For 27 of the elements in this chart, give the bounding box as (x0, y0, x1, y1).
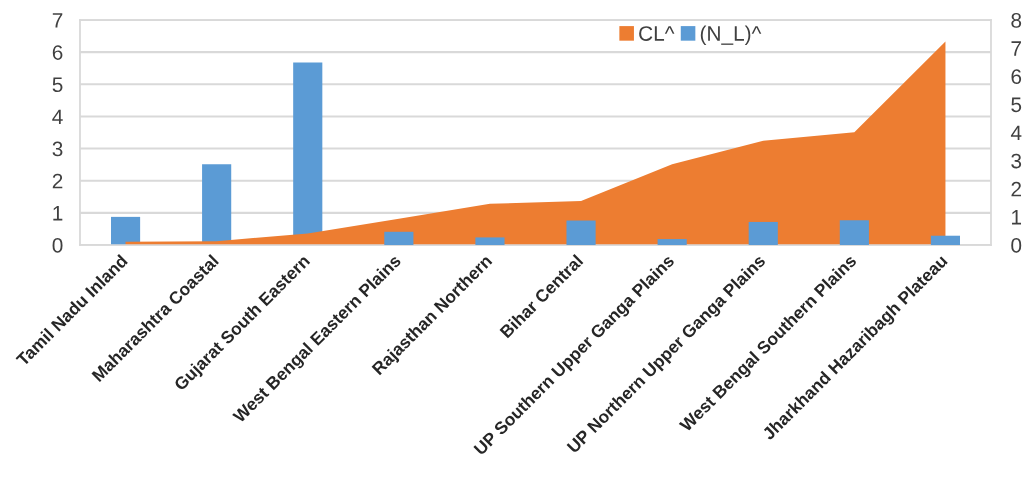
y2-tick-label: 5 (1011, 97, 1022, 113)
bar (930, 235, 961, 245)
y2-tick-label: 7 (1011, 41, 1021, 56)
y2-tick-label: 8 (1011, 13, 1022, 28)
y2-tick-label: 1 (1012, 210, 1022, 225)
y2-tick-label: 2 (1011, 181, 1021, 197)
bar (839, 220, 869, 245)
y2-tick-label: 0 (1011, 238, 1022, 253)
bar (110, 216, 141, 245)
y-tick-label: 7 (52, 13, 63, 28)
y-tick-label: 0 (52, 238, 63, 253)
y-tick-label: 3 (52, 141, 63, 157)
y-tick-label: 2 (52, 173, 63, 189)
y-tick-label: 6 (52, 45, 63, 60)
y-tick-label: 1 (53, 206, 63, 221)
bar (384, 231, 414, 245)
y2-tick-label: 6 (1011, 69, 1022, 84)
bar (657, 239, 687, 245)
y-tick-label: 4 (52, 109, 63, 124)
bar (748, 221, 778, 245)
bar (475, 237, 505, 245)
legend-label: (N_L)^ (700, 25, 762, 45)
y-tick-label: 5 (52, 77, 63, 93)
y2-tick-label: 4 (1010, 125, 1022, 141)
legend-label: CL^ (639, 26, 675, 41)
y2-tick-label: 3 (1011, 153, 1022, 169)
bar (566, 220, 596, 245)
